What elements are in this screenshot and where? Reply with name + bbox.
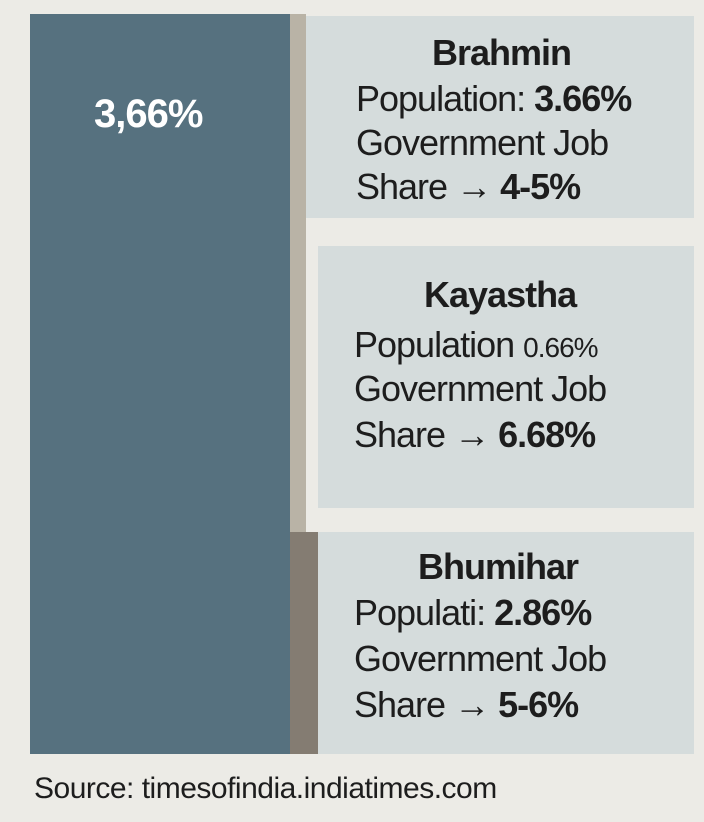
card-title: Brahmin bbox=[432, 32, 572, 73]
share-line: Share → 5-6% bbox=[354, 684, 579, 726]
population-line: Population 0.66% bbox=[354, 324, 599, 366]
card-title: Kayastha bbox=[424, 274, 577, 315]
population-line: Populati: 2.86% bbox=[354, 592, 592, 634]
share-label: Share → bbox=[354, 684, 490, 725]
population-value: 0.66% bbox=[523, 332, 598, 363]
share-value: 6.68% bbox=[498, 414, 596, 455]
share-line: Share → 6.68% bbox=[354, 414, 596, 456]
share-label: Share → bbox=[356, 166, 492, 207]
share-value: 4-5% bbox=[500, 166, 581, 207]
divider-strip-dark bbox=[290, 532, 318, 754]
population-label: Population bbox=[354, 324, 515, 365]
job-line: Government Job bbox=[354, 368, 607, 409]
card-brahmin: Brahmin Population: 3.66% Government Job… bbox=[306, 16, 694, 218]
job-line: Government Job bbox=[354, 638, 607, 679]
population-bar bbox=[30, 14, 290, 754]
population-value: 2.86% bbox=[494, 592, 592, 633]
population-bar-label: 3,66% bbox=[94, 92, 203, 136]
share-label: Share → bbox=[354, 414, 490, 455]
share-value: 5-6% bbox=[498, 684, 579, 725]
card-kayastha: Kayastha Population 0.66% Government Job… bbox=[318, 246, 694, 508]
card-bhumihar: Bhumihar Populati: 2.86% Government Job … bbox=[318, 532, 694, 754]
job-line: Government Job bbox=[356, 122, 609, 163]
population-value: 3.66% bbox=[534, 78, 632, 119]
share-line: Share → 4-5% bbox=[356, 166, 581, 208]
card-title: Bhumihar bbox=[418, 546, 579, 587]
population-label: Population: bbox=[356, 78, 526, 119]
source-credit: Source: timesofindia.indiatimes.com bbox=[34, 772, 497, 805]
population-label: Populati: bbox=[354, 592, 486, 633]
population-line: Population: 3.66% bbox=[356, 78, 632, 120]
